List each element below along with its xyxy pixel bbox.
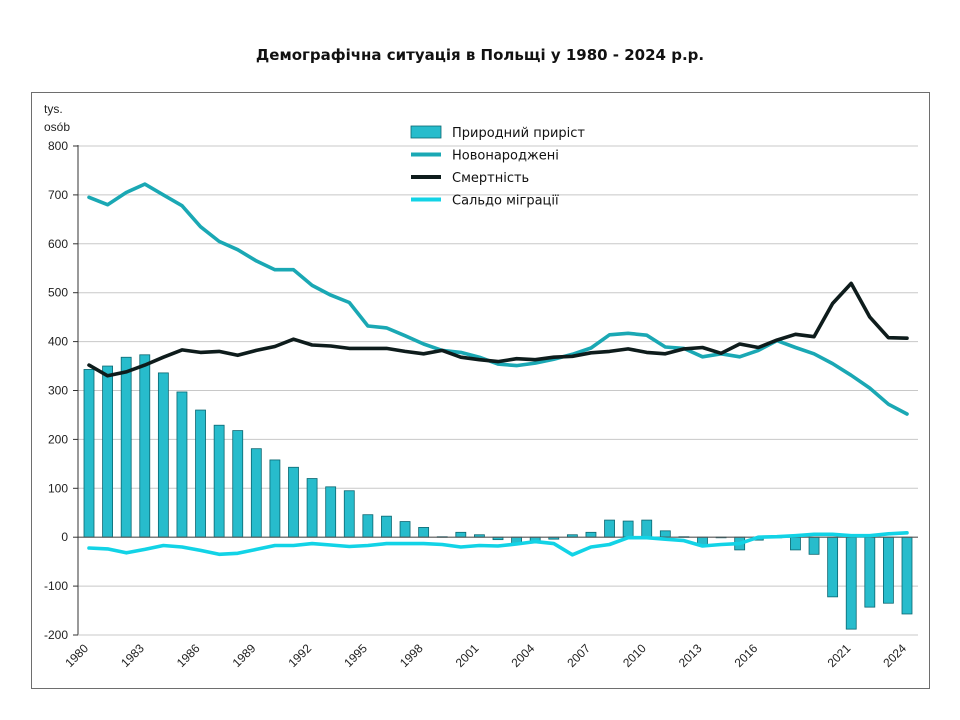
x-tick-label: 2004 bbox=[509, 641, 538, 670]
bar-1990 bbox=[269, 459, 281, 538]
x-tick-label: 1992 bbox=[285, 641, 314, 670]
y-tick-label: 700 bbox=[48, 188, 68, 202]
line-series-0 bbox=[87, 182, 909, 416]
y-tick-label: 100 bbox=[48, 481, 68, 495]
bar-2022 bbox=[864, 536, 876, 608]
x-tick-label: 2007 bbox=[564, 641, 593, 670]
x-tick-label: 2013 bbox=[676, 641, 705, 670]
bar-1986 bbox=[195, 409, 206, 538]
bar-1997 bbox=[399, 521, 411, 538]
bar-2011 bbox=[659, 530, 671, 538]
y-tick-labels: 800 700 600 500 400 300 200 100 0 -100 -200 bbox=[44, 139, 78, 642]
x-tick-label: 1989 bbox=[230, 641, 259, 670]
bar-1996 bbox=[381, 515, 392, 538]
bar-1980 bbox=[83, 369, 95, 538]
bar-1987 bbox=[213, 424, 225, 538]
y-tick-label: -200 bbox=[44, 628, 68, 642]
bar-2020 bbox=[827, 536, 839, 598]
line-series-1 bbox=[87, 281, 909, 378]
y-tick-label: 400 bbox=[48, 335, 68, 349]
chart-frame bbox=[31, 92, 930, 689]
bar-1984 bbox=[157, 372, 169, 538]
x-tick-label: 1998 bbox=[397, 641, 426, 670]
bar-1993 bbox=[325, 486, 337, 538]
bar-2021 bbox=[845, 536, 857, 630]
bar-series-natural-growth bbox=[83, 354, 913, 630]
bar-2009 bbox=[622, 520, 634, 538]
bar-1995 bbox=[362, 514, 374, 538]
bar-2019 bbox=[808, 536, 820, 555]
bar-1983 bbox=[139, 354, 151, 538]
y-tick-label: 200 bbox=[48, 432, 68, 446]
x-tick-label: 2010 bbox=[620, 641, 649, 670]
bar-1998 bbox=[418, 527, 430, 538]
bar-2007 bbox=[585, 531, 597, 538]
bar-1982 bbox=[120, 356, 132, 538]
y-unit-label-line2: osób bbox=[44, 120, 70, 134]
y-tick-label: 800 bbox=[48, 139, 68, 153]
bar-1988 bbox=[232, 430, 244, 538]
x-tick-label: 2021 bbox=[825, 641, 854, 670]
y-tick-label: -100 bbox=[44, 579, 68, 593]
x-tick-label: 1986 bbox=[174, 641, 203, 670]
legend-label: Сальдо міграції bbox=[452, 194, 559, 209]
bar-2018 bbox=[790, 536, 801, 551]
x-tick-label: 2001 bbox=[453, 641, 482, 670]
x-tick-label: 2024 bbox=[880, 641, 909, 670]
bar-1989 bbox=[250, 448, 262, 538]
x-tick-label: 2016 bbox=[732, 641, 761, 670]
x-tick-label: 1980 bbox=[62, 641, 91, 670]
bar-2008 bbox=[604, 519, 615, 538]
bar-2000 bbox=[455, 531, 467, 538]
line-series-2 bbox=[87, 530, 909, 557]
bar-1991 bbox=[288, 466, 299, 538]
x-tick-label: 1995 bbox=[341, 641, 370, 670]
bar-1981 bbox=[102, 365, 113, 538]
x-tick-labels: 1980 1983 1986 1989 1992 1995 1998 2001 2004 2007… bbox=[62, 641, 909, 670]
y-tick-label: 300 bbox=[48, 384, 68, 398]
bar-2024 bbox=[901, 536, 913, 615]
legend-label: Новонароджені bbox=[452, 149, 559, 164]
legend-label: Природний приріст bbox=[452, 126, 585, 141]
x-tick-label: 1983 bbox=[118, 641, 147, 670]
legend: Природний приріст Новонароджені Смертність… bbox=[410, 125, 585, 209]
bar-1985 bbox=[176, 391, 188, 538]
legend-label: Смертність bbox=[452, 171, 529, 186]
gridlines bbox=[78, 145, 918, 636]
y-unit-label-line1: tys. bbox=[44, 102, 63, 116]
bar-2023 bbox=[883, 536, 894, 604]
line-series-group bbox=[87, 182, 909, 557]
chart-title: Демографічна ситуація в Польщі у 1980 - … bbox=[255, 46, 705, 64]
bar-1992 bbox=[306, 478, 318, 538]
bar-1994 bbox=[343, 490, 355, 538]
legend-swatch-bar bbox=[410, 125, 442, 139]
y-tick-label: 0 bbox=[61, 530, 68, 544]
y-tick-label: 500 bbox=[48, 286, 68, 300]
y-tick-label: 600 bbox=[48, 237, 68, 251]
bar-2010 bbox=[641, 519, 653, 538]
